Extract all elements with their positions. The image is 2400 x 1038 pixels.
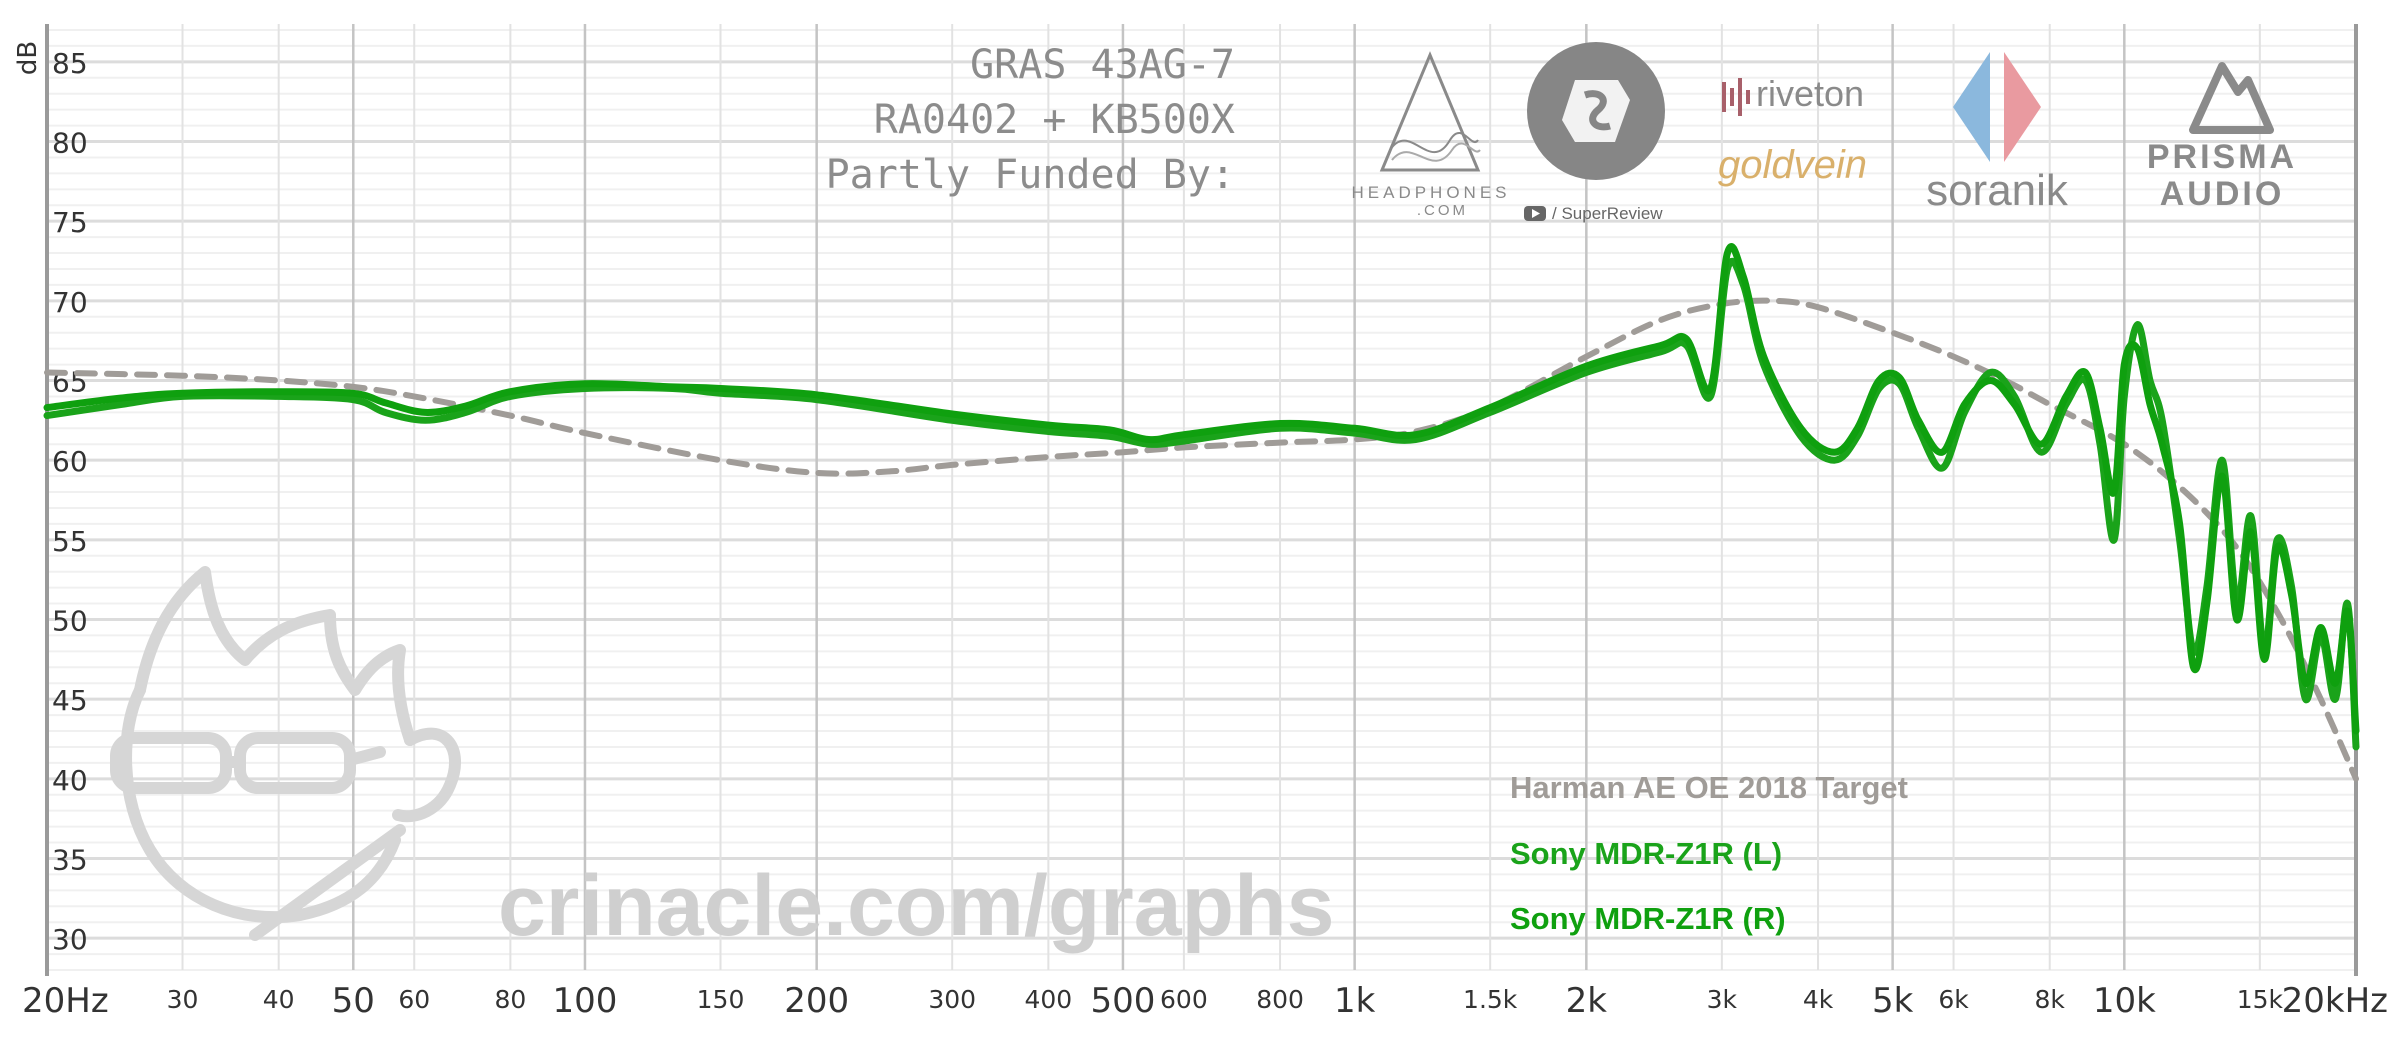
x-tick-label: 50 [332,981,375,1021]
x-tick-label: 80 [494,985,526,1014]
y-tick-label: 50 [52,604,88,637]
x-tick-label: 2k [1566,981,1608,1021]
riveton-logo: riveton goldvein [1718,73,1867,187]
series-lines [43,243,2360,782]
x-tick-label: 40 [263,985,295,1014]
svg-text:PRISMA: PRISMA [2147,138,2297,176]
x-tick-label: 100 [553,981,618,1021]
y-tick-label: 55 [52,525,88,558]
x-tick-label: 300 [928,985,976,1014]
svg-text:.COM: .COM [1417,202,1468,219]
svg-text:goldvein: goldvein [1718,143,1867,187]
svg-text:/ SuperReview: / SuperReview [1552,204,1663,223]
rig-line-2: RA0402 + KB500X [874,97,1235,143]
superreview-logo: / SuperReview [1524,42,1665,223]
x-tick-label: 60 [398,985,430,1014]
x-tick-label: 20kHz [2282,981,2388,1021]
sponsor-logos: HEADPHONES .COM / SuperReview riveton go… [1351,42,2297,223]
x-tick-label: 1.5k [1463,985,1518,1014]
x-tick-label: 30 [167,985,199,1014]
rig-info: GRAS 43AG-7 RA0402 + KB500X Partly Funde… [826,42,1235,198]
x-tick-label: 10k [2093,981,2156,1021]
site-watermark: crinacle.com/graphs [498,858,1334,954]
y-tick-label: 85 [52,47,88,80]
y-tick-label: 30 [52,923,88,956]
legend-entry-left: Sony MDR-Z1R (L) [1510,836,1782,871]
x-tick-label: 400 [1025,985,1073,1014]
rig-line-3: Partly Funded By: [826,152,1235,198]
legend-entry-right: Sony MDR-Z1R (R) [1510,901,1786,936]
y-axis-label: dB [13,41,43,75]
x-tick-label: 600 [1160,985,1208,1014]
x-tick-label: 1k [1334,981,1376,1021]
svg-text:riveton: riveton [1756,73,1864,114]
legend: Harman AE OE 2018 Target Sony MDR-Z1R (L… [1510,770,1908,936]
svg-text:AUDIO: AUDIO [2160,175,2285,213]
mascot-watermark [110,566,461,941]
svg-text:soranik: soranik [1926,166,2069,215]
prisma-audio-logo: PRISMA AUDIO [2147,62,2297,213]
x-tick-label: 8k [2035,985,2066,1014]
x-tick-label: 500 [1090,981,1155,1021]
x-tick-label: 15k [2237,985,2284,1014]
x-tick-label: 3k [1707,985,1738,1014]
y-tick-label: 70 [52,286,88,319]
soranik-logo: soranik [1926,52,2069,215]
rig-line-1: GRAS 43AG-7 [970,42,1235,88]
x-tick-label: 5k [1872,981,1914,1021]
svg-text:HEADPHONES: HEADPHONES [1351,183,1510,202]
x-tick-label: 200 [784,981,849,1021]
headphones-com-logo: HEADPHONES .COM [1351,51,1510,219]
grid [45,24,2358,976]
y-tick-label: 80 [52,127,88,160]
right-channel-curve [43,243,2360,735]
y-tick-label: 75 [52,206,88,239]
x-axis-ticks: 20Hz 30 40 50 60 80 100 150 200 300 400 500 600 800 1k… [22,981,2388,1021]
x-tick-label: 20Hz [22,981,109,1021]
x-tick-label: 6k [1938,985,1969,1014]
x-tick-label: 4k [1803,985,1834,1014]
y-tick-label: 35 [52,843,88,876]
y-tick-label: 45 [52,684,88,717]
legend-entry-target: Harman AE OE 2018 Target [1510,770,1908,805]
y-tick-label: 60 [52,445,88,478]
y-tick-label: 40 [52,764,88,797]
x-tick-label: 800 [1256,985,1304,1014]
x-tick-label: 150 [697,985,745,1014]
